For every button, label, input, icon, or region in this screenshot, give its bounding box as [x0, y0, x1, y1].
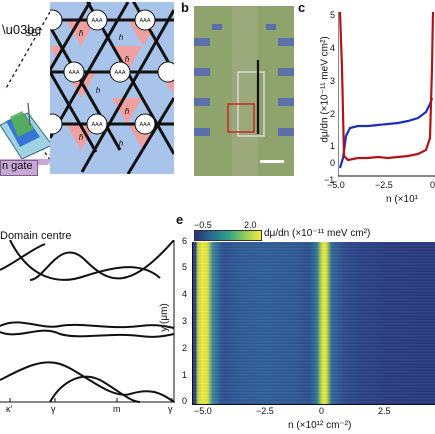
- aaa-site-label: AAA: [139, 18, 150, 24]
- band-structure-plot: [0, 240, 175, 403]
- panel-c-xlabel: n (×10¹: [386, 194, 418, 205]
- panel-c-ytick: 2: [330, 109, 336, 119]
- panel-c-ylabel: dμ/dn (×10⁻¹¹ meV cm²): [319, 36, 331, 143]
- aaa-site-label: AAA: [139, 122, 150, 128]
- panel-d-ktick: m: [113, 404, 121, 414]
- colorbar-min: −0.5: [194, 220, 212, 230]
- panel-e-heatmap: [192, 242, 435, 405]
- moire-lattice: AAA AAA AAA AAA AAA AAA h h h h̄ h̄ h̄ h…: [50, 2, 174, 174]
- panel-c-xtick: −2.5: [375, 180, 393, 190]
- panel-c-ytick: 4: [330, 43, 336, 53]
- panel-e-letter: e: [176, 212, 184, 227]
- h-site-label: h: [96, 86, 101, 95]
- panel-c-xtick: 0: [430, 180, 435, 190]
- panel-c-ytick: −1: [324, 175, 335, 185]
- panel-e-ytick: 2: [182, 343, 188, 353]
- panel-d-ktick: κ′: [6, 404, 13, 414]
- panel-e-ytick: 5: [182, 262, 188, 272]
- colorbar-max: 2.0: [244, 220, 257, 230]
- panel-c-ytick: 5: [330, 10, 336, 20]
- panel-d-ktick: γ: [51, 404, 56, 414]
- panel-c-ylabel-wrap: dμ/dn (×10⁻¹¹ meV cm²): [318, 12, 331, 170]
- heatmap-noise: [193, 242, 435, 404]
- hbar-site-label: h̄: [125, 55, 130, 64]
- panel-e-xtick: 0: [319, 406, 325, 416]
- colorbar: [194, 230, 262, 241]
- panel-e-xtick: −5.0: [194, 406, 212, 416]
- aaa-site-label: AAA: [68, 70, 79, 76]
- panel-c-plot: [338, 11, 435, 177]
- panel-c-ytick: 0: [330, 158, 336, 168]
- h-site-label: h: [119, 33, 124, 42]
- hbar-site-label: h̄: [79, 133, 84, 142]
- panel-c-letter: c: [298, 0, 306, 15]
- panel-c-xtick: −5.0: [327, 180, 345, 190]
- panel-e-ylabel: y (μm): [158, 303, 170, 332]
- gate-box: [0, 160, 38, 176]
- h-site-label: h: [119, 139, 124, 148]
- panel-b-letter: b: [181, 0, 189, 15]
- set-label: \u03bc: [2, 22, 42, 37]
- panel-d-title: Domain centre: [0, 230, 72, 242]
- aaa-site-label: AAA: [114, 70, 125, 76]
- gate-label: n gate: [2, 160, 33, 172]
- panel-c-ytick: 3: [330, 76, 336, 86]
- aaa-site-label: AAA: [91, 18, 102, 24]
- colorbar-label: dμ/dn (×10⁻¹¹ meV cm²): [264, 228, 371, 239]
- panel-e-ytick: 0: [182, 396, 188, 406]
- set-subscript: SET: [25, 28, 43, 38]
- hbar-site-label: h̄: [79, 29, 84, 38]
- panel-d-ktick: γ: [168, 404, 173, 414]
- panel-e-ytick: 1: [182, 370, 188, 380]
- hbar-site-label: h̄: [125, 107, 130, 116]
- panel-e-ytick: 4: [182, 289, 188, 299]
- optical-image: [194, 6, 294, 176]
- panel-e-xlabel: n (×10¹² cm⁻²): [288, 420, 352, 431]
- panel-e-xtick: −2.5: [256, 406, 274, 416]
- panel-e-ytick: 3: [182, 316, 188, 326]
- panel-e-xtick: 2.5: [378, 406, 391, 416]
- panel-e-ylabel-wrap: y (μm): [159, 303, 174, 332]
- aaa-site-label: AAA: [91, 122, 102, 128]
- panel-c-ytick: 1: [330, 141, 336, 151]
- panel-e-ytick: 6: [182, 236, 188, 246]
